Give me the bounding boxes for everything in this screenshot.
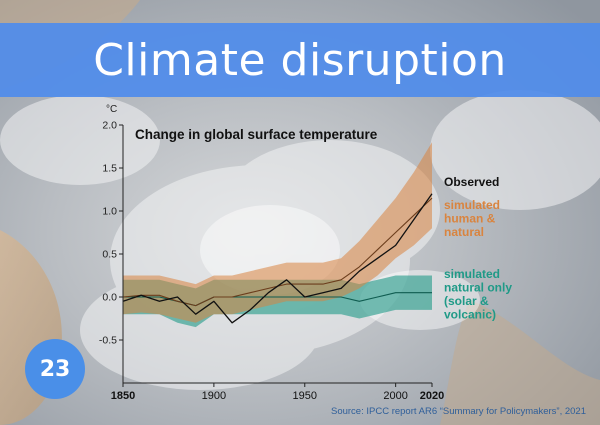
legend-natural-only: simulated natural only (solar & volcanic): [444, 267, 512, 322]
legend-observed: Observed: [444, 175, 499, 189]
slide-number: 23: [39, 356, 71, 382]
title-band: Climate disruption: [0, 23, 600, 97]
x-tick-label: 2000: [383, 390, 407, 402]
legend-observed-line: Observed: [444, 175, 499, 189]
x-tick-label: 1850: [111, 390, 135, 402]
y-axis-unit: °C: [106, 104, 117, 115]
legend-human-natural-line: human &: [444, 212, 496, 226]
y-tick-label: 1.5: [102, 163, 117, 175]
legend-natural-only-line: simulated: [444, 267, 500, 281]
y-tick-label: 2.0: [102, 120, 117, 132]
legend-human-natural: simulated human & natural: [444, 198, 500, 239]
legend-human-natural-line: simulated: [444, 198, 500, 212]
source-caption: Source: IPCC report AR6 “Summary for Pol…: [330, 406, 586, 417]
x-tick-label: 1950: [293, 390, 317, 402]
y-tick-label: 0.5: [102, 249, 117, 261]
y-tick-label: 1.0: [102, 206, 117, 218]
legend-natural-only-line: volcanic): [444, 308, 496, 322]
x-tick-label: 1900: [202, 390, 226, 402]
legend-human-natural-line: natural: [444, 225, 484, 239]
slide-number-badge: 23: [25, 339, 85, 399]
line-observed: [122, 193, 433, 324]
y-tick-label: -0.5: [99, 335, 117, 347]
chart-title: Change in global surface temperature: [135, 127, 378, 142]
legend-natural-only-line: natural only: [444, 281, 512, 295]
band-human-natural: [123, 142, 432, 323]
y-tick-label: 0.0: [102, 292, 117, 304]
legend-natural-only-line: (solar &: [444, 294, 489, 308]
slide-title: Climate disruption: [93, 34, 507, 86]
x-tick-label: 2020: [420, 390, 444, 402]
